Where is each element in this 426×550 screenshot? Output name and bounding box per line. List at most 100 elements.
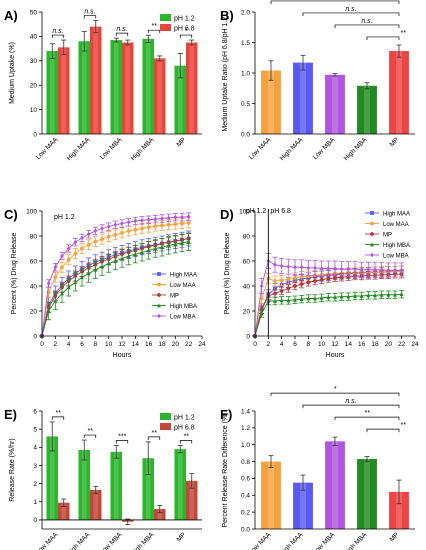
marker-circle xyxy=(173,222,178,227)
x-tick-label: 4 xyxy=(280,341,284,348)
marker-circle xyxy=(299,274,304,279)
x-tick-label: 6 xyxy=(80,341,84,348)
marker-triangle xyxy=(106,261,111,266)
marker-triangle xyxy=(160,245,164,250)
y-tick-label: 30 xyxy=(30,58,38,65)
marker-circle xyxy=(279,289,284,293)
marker-triangle xyxy=(366,293,371,298)
bar-highlight xyxy=(113,451,119,520)
bar-highlight xyxy=(332,441,338,529)
marker-circle xyxy=(286,277,291,282)
annotation-label: pH 1.2 xyxy=(246,208,267,215)
marker-triangle xyxy=(359,293,364,298)
significance-bracket xyxy=(302,404,400,409)
marker-triangle xyxy=(319,295,324,300)
category-label: MP xyxy=(176,531,188,543)
legend-label: High MBA xyxy=(170,304,197,310)
marker-circle xyxy=(326,276,331,281)
significance-label: * xyxy=(334,386,337,393)
marker-diamond xyxy=(173,214,178,220)
marker-diamond xyxy=(399,268,404,273)
y-axis-label: Percent (%) Drug Release xyxy=(11,233,18,315)
significance-label: * xyxy=(185,28,188,35)
bar-highlight xyxy=(189,42,195,134)
marker-diamond xyxy=(286,264,291,269)
marker-triangle xyxy=(153,246,158,251)
marker-triangle xyxy=(66,285,71,290)
marker-diamond xyxy=(259,283,264,289)
category-label: Low MAA xyxy=(248,531,273,550)
y-tick-label: 6 xyxy=(33,408,37,415)
bar-highlight xyxy=(157,58,163,134)
marker-diamond xyxy=(366,267,371,273)
marker-triangle xyxy=(166,243,171,248)
bar-highlight xyxy=(93,489,99,520)
significance-bracket xyxy=(270,0,400,4)
panel-label: A) xyxy=(4,8,18,23)
bar-highlight xyxy=(145,458,151,520)
marker-triangle xyxy=(370,242,374,247)
marker-diamond xyxy=(393,268,397,273)
significance-bracket xyxy=(147,436,161,440)
significance-label: ** xyxy=(364,410,370,417)
marker-circle xyxy=(333,275,337,280)
marker-diamond xyxy=(160,216,164,221)
marker-diamond xyxy=(133,218,138,224)
significance-bracket xyxy=(83,15,97,19)
significance-label: n.s. xyxy=(329,0,340,1)
legend-label: pH 1.2 xyxy=(174,415,195,422)
y-tick-label: 1.4 xyxy=(241,408,250,415)
y-tick-label: 1 xyxy=(33,499,37,506)
marker-diamond xyxy=(186,214,191,219)
marker-triangle xyxy=(133,251,138,257)
marker-circle xyxy=(180,221,184,226)
annotation-label: pH 6.8 xyxy=(270,208,291,215)
y-tick-label: 50 xyxy=(30,9,38,16)
significance-bracket xyxy=(147,29,161,34)
y-tick-label: 20 xyxy=(243,308,251,315)
marker-circle xyxy=(53,275,58,280)
bar-highlight xyxy=(177,449,183,520)
bar-highlight xyxy=(300,482,306,529)
category-label: High MAA xyxy=(279,136,305,162)
y-tick-label: 1.0 xyxy=(241,442,250,449)
x-tick-label: 4 xyxy=(67,341,71,348)
marker-circle xyxy=(93,239,98,244)
marker-circle xyxy=(166,222,171,227)
legend-label: pH 6.8 xyxy=(174,26,195,33)
x-tick-label: 22 xyxy=(185,341,193,348)
y-tick-label: 60 xyxy=(30,258,38,265)
y-tick-label: 2.0 xyxy=(241,9,250,16)
bar-highlight xyxy=(49,436,55,520)
marker-diamond xyxy=(80,235,84,241)
significance-bracket xyxy=(366,428,400,433)
marker-diamond xyxy=(306,265,311,271)
significance-label: n.s. xyxy=(345,6,356,13)
marker-triangle xyxy=(273,298,277,303)
category-label: MP xyxy=(389,136,401,148)
marker-square xyxy=(370,211,374,215)
marker-diamond xyxy=(346,266,351,272)
y-tick-label: 10 xyxy=(30,107,38,114)
y-axis-label: Release Rate (%/hr) xyxy=(9,438,16,501)
marker-triangle xyxy=(306,296,311,301)
marker-diamond xyxy=(120,221,124,226)
marker-triangle xyxy=(386,292,391,297)
marker-circle xyxy=(126,229,131,233)
category-label: High MAA xyxy=(66,136,92,162)
bar-highlight xyxy=(81,41,87,134)
x-tick-label: 22 xyxy=(398,341,406,348)
marker-triangle xyxy=(120,256,124,261)
marker-diamond xyxy=(93,228,98,234)
marker-triangle xyxy=(140,250,144,255)
significance-label: n.s. xyxy=(345,398,356,405)
marker-triangle xyxy=(373,293,377,298)
category-label: High MBA xyxy=(343,136,369,162)
x-tick-label: 18 xyxy=(158,341,166,348)
bar-highlight xyxy=(49,51,55,134)
significance-bracket xyxy=(302,12,400,16)
marker-circle xyxy=(146,225,151,230)
